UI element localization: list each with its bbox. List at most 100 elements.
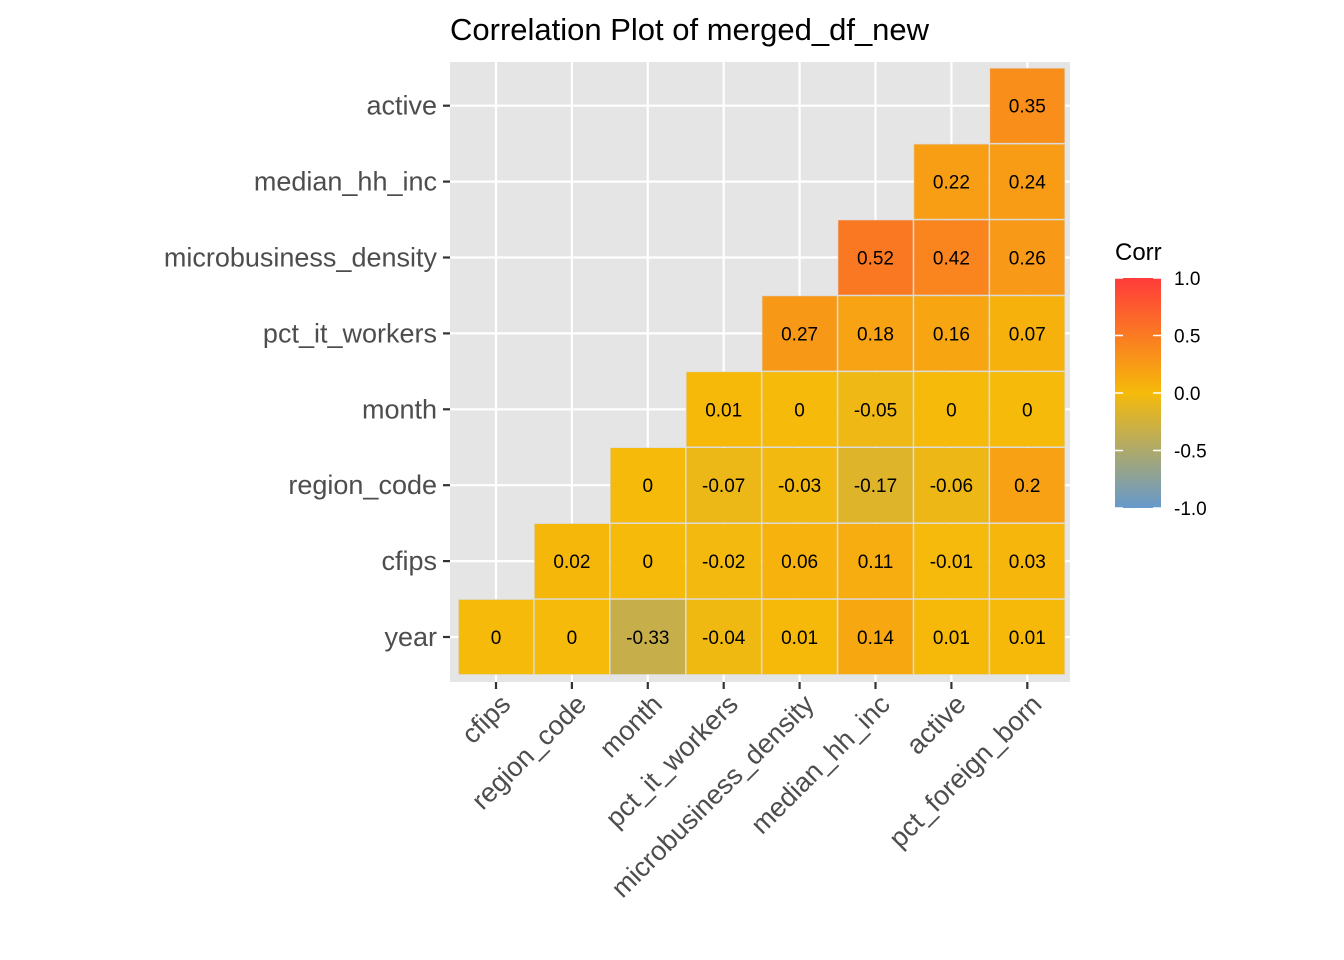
y-tick-label: year <box>384 622 437 652</box>
heatmap-cells <box>458 67 1066 675</box>
cell-value-label: 0 <box>491 628 502 649</box>
cell-value-label: -0.01 <box>930 552 973 573</box>
cell-value-label: -0.02 <box>702 552 745 573</box>
chart-title: Correlation Plot of merged_df_new <box>450 12 930 47</box>
heatmap-cell <box>837 523 914 599</box>
heatmap-cell <box>913 523 990 599</box>
heatmap-cell <box>913 219 990 296</box>
heatmap-cell-labels: 0 0 -0.33 -0.04 0.01 0.14 0.01 0.01 0.02 0 -0.02 0.… <box>491 97 1047 649</box>
heatmap-cell <box>761 447 838 524</box>
cell-value-label: 0.01 <box>933 628 970 649</box>
heatmap-cell <box>913 371 990 448</box>
legend-tick-label: 0.0 <box>1174 384 1200 405</box>
x-tick-label: active <box>901 689 972 760</box>
heatmap-cell <box>761 371 838 448</box>
cell-value-label: 0.2 <box>1014 476 1040 497</box>
heatmap-cell <box>913 295 990 372</box>
y-tick-label: median_hh_inc <box>254 167 437 197</box>
heatmap-cell <box>761 295 838 372</box>
cell-value-label: 0.16 <box>933 324 970 345</box>
heatmap-cell <box>761 599 838 675</box>
cell-value-label: 0 <box>946 400 957 421</box>
heatmap-cell <box>685 371 762 448</box>
legend-tick-label: -1.0 <box>1174 499 1207 520</box>
heatmap-cell <box>837 599 914 675</box>
y-tick-label: region_code <box>288 470 437 500</box>
heatmap-cell <box>989 295 1066 372</box>
heatmap-cell <box>837 371 914 448</box>
heatmap-cell <box>534 599 610 675</box>
cell-value-label: 0.06 <box>781 552 818 573</box>
y-axis: year cfips region_code month pct_it_workers m… <box>164 91 450 652</box>
cell-value-label: 0 <box>643 552 654 573</box>
cell-value-label: 0.24 <box>1009 173 1046 194</box>
cell-value-label: 0.26 <box>1009 249 1046 270</box>
cell-value-label: 0.42 <box>933 249 970 270</box>
cell-value-label: 0.18 <box>857 324 894 345</box>
heatmap-cell <box>989 67 1066 144</box>
y-tick-label: microbusiness_density <box>164 243 438 273</box>
heatmap-cell <box>761 523 838 599</box>
cell-value-label: -0.04 <box>702 628 746 649</box>
heatmap-cell <box>837 295 914 372</box>
cell-value-label: 0 <box>567 628 578 649</box>
heatmap-cell <box>534 523 610 599</box>
heatmap-cell <box>685 523 762 599</box>
cell-value-label: -0.05 <box>854 400 897 421</box>
cell-value-label: 0.07 <box>1009 324 1046 345</box>
heatmap-cell <box>913 599 990 675</box>
heatmap-cell <box>989 219 1066 296</box>
heatmap-cell <box>989 143 1066 220</box>
cell-value-label: -0.07 <box>702 476 745 497</box>
y-tick-label: cfips <box>381 546 437 576</box>
heatmap-cell <box>913 143 990 220</box>
cell-value-label: 0.14 <box>857 628 894 649</box>
cell-value-label: 0.01 <box>705 400 742 421</box>
heatmap-cell <box>609 447 686 524</box>
cell-value-label: 0.22 <box>933 173 970 194</box>
legend-tick-label: -0.5 <box>1174 442 1207 463</box>
legend-tick-label: 0.5 <box>1174 327 1200 348</box>
heatmap-cell <box>989 599 1066 675</box>
heatmap-cell <box>989 523 1066 599</box>
x-tick-label: pct_it_workers <box>600 689 744 833</box>
heatmap-cell <box>989 371 1066 448</box>
heatmap-cell <box>837 219 914 296</box>
cell-value-label: 0.35 <box>1009 97 1046 118</box>
cell-value-label: 0.52 <box>857 249 894 270</box>
x-tick-label: median_hh_inc <box>745 689 896 840</box>
cell-value-label: 0 <box>794 400 805 421</box>
heatmap-cell <box>837 447 914 524</box>
y-tick-label: active <box>366 91 437 121</box>
y-tick-label: month <box>362 394 437 424</box>
heatmap-cell <box>609 599 686 675</box>
heatmap-cell <box>685 599 762 675</box>
cell-value-label: -0.17 <box>854 476 897 497</box>
heatmap-cell <box>913 447 990 524</box>
legend-ticks: 1.0 0.5 0.0 -0.5 -1.0 <box>1115 269 1207 520</box>
heatmap-cell <box>685 447 762 524</box>
x-tick-label: cfips <box>456 689 516 749</box>
cell-value-label: 0.03 <box>1009 552 1046 573</box>
cell-value-label: 0.11 <box>858 552 894 573</box>
cell-value-label: -0.03 <box>778 476 821 497</box>
heatmap-cell <box>458 599 534 675</box>
color-legend: Corr 1.0 0.5 0.0 -0.5 -1.0 <box>1115 239 1207 520</box>
y-tick-label: pct_it_workers <box>263 318 437 348</box>
cell-value-label: 0.02 <box>553 552 590 573</box>
cell-value-label: 0.01 <box>781 628 818 649</box>
legend-tick-label: 1.0 <box>1174 269 1200 290</box>
x-tick-label: month <box>594 689 668 763</box>
cell-value-label: -0.06 <box>930 476 973 497</box>
legend-title: Corr <box>1115 239 1162 266</box>
cell-value-label: -0.33 <box>626 628 669 649</box>
cell-value-label: 0.01 <box>1009 628 1046 649</box>
heatmap-cell <box>989 447 1066 524</box>
heatmap-cell <box>609 523 686 599</box>
cell-value-label: 0.27 <box>781 324 818 345</box>
cell-value-label: 0 <box>643 476 654 497</box>
cell-value-label: 0 <box>1022 400 1033 421</box>
